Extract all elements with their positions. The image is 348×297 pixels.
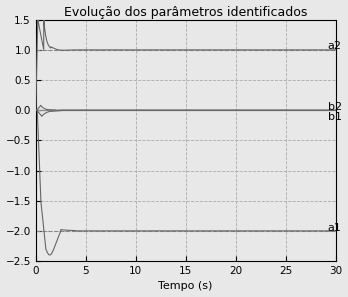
Title: Evolução dos parâmetros identificados: Evolução dos parâmetros identificados	[64, 6, 307, 18]
X-axis label: Tempo (s): Tempo (s)	[158, 282, 213, 291]
Text: b2: b2	[327, 102, 342, 112]
Text: b1: b1	[327, 113, 341, 122]
Text: a2: a2	[327, 41, 341, 51]
Text: a1: a1	[327, 223, 341, 233]
